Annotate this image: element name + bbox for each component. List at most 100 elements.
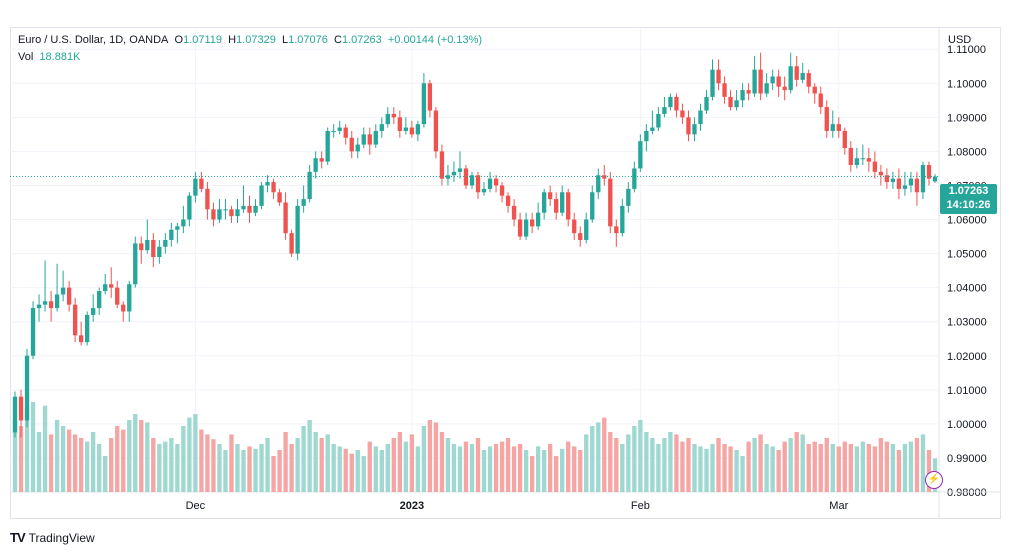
volume-bar [752, 438, 757, 492]
volume-bar [541, 450, 547, 492]
candle-body [499, 185, 505, 196]
close-label: C [334, 34, 342, 46]
candle-body [812, 86, 817, 94]
y-tick-label: 1.10000 [947, 78, 987, 90]
volume-bar [758, 434, 763, 492]
volume-bar [620, 444, 625, 492]
candle-body [60, 287, 66, 295]
volume-bar [24, 408, 30, 492]
candle-body [902, 185, 908, 189]
volume-bar [241, 450, 246, 492]
volume-bar [890, 444, 896, 492]
candle-body [704, 96, 709, 111]
chart-frame[interactable] [10, 27, 1001, 519]
x-tick-label: Dec [186, 500, 206, 512]
candle-body [145, 239, 150, 251]
candle-body [866, 158, 872, 162]
volume-bar [223, 450, 228, 492]
candle-body [445, 175, 451, 179]
volume-bar [391, 438, 396, 492]
candle-body [734, 100, 739, 108]
volume-bar [265, 438, 270, 492]
candle-body [788, 66, 793, 91]
candle-body [493, 178, 499, 186]
volume-bar [403, 441, 409, 492]
candle-body [307, 171, 312, 200]
volume-bar [277, 450, 282, 492]
volume-bar [78, 438, 84, 492]
lightning-icon[interactable]: ⚡ [925, 471, 943, 489]
candle-body [265, 182, 270, 186]
tradingview-brand[interactable]: TV TradingView [10, 530, 95, 545]
volume-bar [337, 446, 342, 492]
high-label: H [228, 34, 237, 46]
volume-bar [578, 450, 583, 492]
candle-body [650, 127, 655, 131]
volume-bar [421, 426, 427, 492]
volume-legend: Vol 18.881K [18, 51, 80, 63]
candle-body [30, 308, 36, 356]
candlestick-chart[interactable]: 1.110001.100001.090001.080001.070001.060… [10, 27, 1001, 519]
candle-body [121, 304, 126, 312]
candle-body [860, 158, 866, 160]
candle-body [175, 226, 180, 230]
volume-bar [97, 444, 102, 492]
candle-body [566, 192, 571, 220]
last-price-value: 1.07263 [948, 185, 989, 197]
candle-body [794, 66, 799, 80]
volume-bar [902, 444, 908, 492]
volume-value: 18.881K [39, 51, 81, 63]
volume-bar [385, 444, 390, 492]
volume-bar [409, 434, 415, 492]
symbol-title[interactable]: Euro / U.S. Dollar, 1D, OANDA [18, 34, 169, 46]
volume-bar [746, 441, 751, 492]
volume-bar [139, 420, 144, 492]
volume-label[interactable]: Vol [18, 51, 34, 63]
volume-bar [187, 417, 192, 492]
candle-body [157, 246, 162, 257]
candle-body [367, 134, 372, 145]
volume-bar [710, 444, 715, 492]
volume-bar [547, 444, 553, 492]
volume-bar [590, 426, 595, 492]
candle-body [181, 219, 186, 227]
candle-body [547, 192, 553, 200]
candle-body [373, 130, 378, 145]
currency-label[interactable]: USD [948, 34, 972, 46]
volume-bar [728, 446, 733, 492]
volume-bar [505, 438, 511, 492]
volume-bar [764, 444, 769, 492]
volume-bar [493, 444, 499, 492]
x-tick-label: Mar [829, 500, 848, 512]
candle-body [97, 291, 102, 309]
candle-body [529, 219, 535, 227]
volume-bar [229, 434, 234, 492]
candle-body [427, 83, 433, 111]
candle-body [42, 301, 48, 305]
y-tick-label: 1.03000 [947, 317, 987, 329]
volume-bar [698, 446, 703, 492]
candle-body [475, 175, 481, 193]
volume-bar [794, 432, 799, 492]
volume-bar [860, 441, 866, 492]
candle-body [722, 83, 727, 97]
close-value: 1.07263 [341, 34, 382, 46]
volume-bar [259, 444, 264, 492]
volume-bar [626, 434, 631, 492]
candle-body [187, 195, 192, 220]
candle-body [656, 113, 661, 128]
volume-bar [163, 441, 168, 492]
y-tick-label: 1.04000 [947, 283, 987, 295]
candle-body [211, 209, 216, 220]
volume-bar [361, 456, 366, 492]
volume-bar [692, 444, 697, 492]
volume-bar [445, 438, 451, 492]
volume-bar [103, 456, 108, 492]
candle-body [12, 396, 18, 433]
candle-body [235, 209, 240, 217]
y-tick-label: 1.06000 [947, 215, 987, 227]
candle-body [247, 205, 252, 213]
volume-bar [674, 434, 679, 492]
candle-body [451, 171, 457, 176]
volume-bar [193, 414, 198, 492]
